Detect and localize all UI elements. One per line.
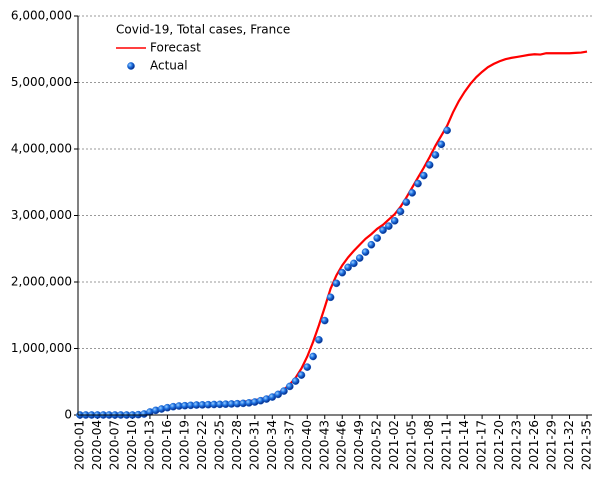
x-tick-label: 2020-13 <box>142 420 156 470</box>
x-tick-label: 2021-02 <box>387 420 401 470</box>
chart-title: Covid-19, Total cases, France <box>116 23 290 37</box>
y-tick-label: 6,000,000 <box>11 9 72 23</box>
x-tick-label: 2020-34 <box>265 420 279 470</box>
actual-point <box>367 240 376 249</box>
x-tick-label: 2020-49 <box>352 420 366 470</box>
y-tick-label: 5,000,000 <box>11 75 72 89</box>
actual-point <box>285 382 294 391</box>
legend-label: Forecast <box>150 41 201 55</box>
actual-point <box>443 126 451 135</box>
actual-point <box>414 179 422 188</box>
actual-point <box>303 363 312 371</box>
x-tick-label: 2020-01 <box>73 420 87 470</box>
x-tick-label: 2021-08 <box>422 420 436 470</box>
actual-point <box>385 222 393 230</box>
x-tick-label: 2021-23 <box>510 420 524 470</box>
actual-point <box>437 140 446 149</box>
actual-point <box>408 189 416 197</box>
x-tick-label: 2021-35 <box>580 420 594 470</box>
x-tick-label: 2021-14 <box>457 420 471 470</box>
actual-point <box>338 268 347 277</box>
actual-point <box>355 254 364 262</box>
x-tick-label: 2021-29 <box>545 420 559 470</box>
x-tick-label: 2021-05 <box>405 420 419 470</box>
x-tick-label: 2020-40 <box>300 420 314 470</box>
x-tick-label: 2020-46 <box>335 420 349 470</box>
actual-point <box>309 352 317 361</box>
actual-point <box>431 151 440 159</box>
x-tick-label: 2020-31 <box>247 420 261 470</box>
actual-point <box>344 263 352 272</box>
actual-point <box>315 336 323 344</box>
actual-point <box>390 217 399 225</box>
y-tick-label: 3,000,000 <box>11 208 72 222</box>
actual-point <box>420 171 428 180</box>
actual-point <box>320 316 329 325</box>
actual-point <box>396 207 405 216</box>
x-tick-label: 2020-52 <box>370 420 384 470</box>
x-tick-label: 2021-32 <box>562 420 576 470</box>
actual-point <box>297 371 306 379</box>
y-tick-label: 1,000,000 <box>11 341 72 355</box>
x-tick-label: 2020-43 <box>317 420 331 470</box>
actual-point <box>326 293 335 302</box>
actual-point <box>291 377 300 385</box>
actual-point <box>332 279 341 288</box>
x-tick-label: 2020-16 <box>160 420 174 470</box>
y-tick-label: 2,000,000 <box>11 275 72 289</box>
actual-point <box>373 234 382 242</box>
x-tick-label: 2021-26 <box>527 420 541 470</box>
legend-label: Actual <box>150 59 188 73</box>
x-tick-label: 2020-28 <box>230 420 244 470</box>
actual-point <box>350 259 358 268</box>
x-tick-label: 2020-04 <box>90 420 104 470</box>
x-tick-label: 2021-20 <box>492 420 506 470</box>
x-tick-label: 2020-25 <box>212 420 226 470</box>
actual-point <box>274 390 282 399</box>
x-tick-label: 2020-22 <box>195 420 209 470</box>
x-tick-label: 2021-11 <box>440 420 454 470</box>
x-tick-label: 2021-17 <box>475 420 489 470</box>
y-tick-label: 4,000,000 <box>11 142 72 156</box>
x-tick-label: 2020-10 <box>125 420 139 470</box>
x-tick-label: 2020-19 <box>177 420 191 470</box>
actual-point <box>402 198 411 206</box>
actual-point <box>425 161 434 169</box>
x-tick-label: 2020-37 <box>282 420 296 470</box>
grid: 0 1,000,000 2,000,000 3,000,000 4,000,000 5,0… <box>11 9 594 471</box>
legend: Forecast Actual <box>116 41 201 73</box>
actual-point <box>361 248 370 256</box>
actual-point <box>280 387 288 395</box>
y-tick-label: 0 <box>64 408 72 422</box>
legend-swatch <box>127 62 135 70</box>
actual-point <box>379 226 387 234</box>
x-tick-label: 2020-07 <box>107 420 121 470</box>
